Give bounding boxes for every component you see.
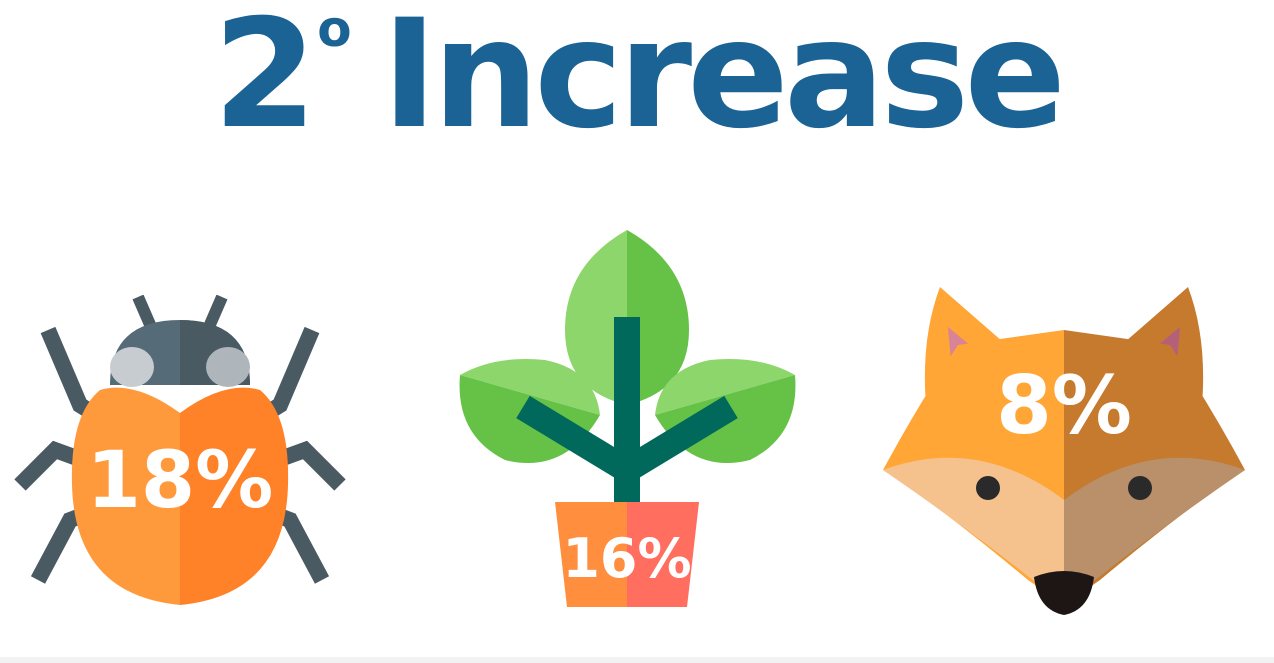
page-title: 2 o Increase [0,0,1274,160]
title-degree-symbol: o [317,0,352,58]
plant-percentage: 16% [562,527,691,590]
beetle-icon: 18% [10,295,350,615]
plant-pot-icon: 16% [455,225,800,615]
beetle-percentage: 18% [87,436,274,526]
fox-percentage: 8% [996,359,1132,452]
fox-icon: 8% [878,285,1250,620]
title-number: 2 [212,0,317,162]
title-word: Increase [381,0,1066,162]
footer-divider [0,657,1274,663]
